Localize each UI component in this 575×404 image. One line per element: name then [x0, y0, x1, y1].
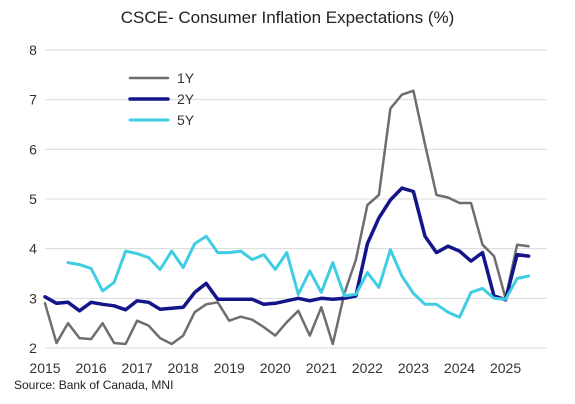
y-tick-label: 3: [29, 290, 37, 306]
x-tick-label: 2023: [398, 360, 429, 376]
x-tick-label: 2017: [122, 360, 153, 376]
x-tick-label: 2022: [352, 360, 383, 376]
series-line-1y: [43, 89, 530, 346]
series-line-5y: [66, 234, 531, 319]
x-tick-label: 2018: [168, 360, 199, 376]
y-tick-label: 2: [29, 340, 37, 356]
source-note: Source: Bank of Canada, MNI: [14, 378, 174, 392]
series-line-2y: [43, 186, 531, 313]
y-tick-label: 6: [29, 141, 37, 157]
chart-title: CSCE- Consumer Inflation Expectations (%…: [120, 8, 455, 27]
x-tick-label: 2015: [29, 360, 60, 376]
x-tick-label: 2016: [75, 360, 106, 376]
legend-label: 2Y: [177, 91, 195, 107]
x-tick-label: 2021: [306, 360, 337, 376]
y-tick-label: 4: [29, 241, 37, 257]
y-tick-label: 8: [29, 42, 37, 58]
x-tick-label: 2019: [214, 360, 245, 376]
x-tick-label: 2020: [260, 360, 291, 376]
y-tick-label: 5: [29, 191, 37, 207]
legend-label: 1Y: [177, 70, 195, 86]
x-tick-label: 2025: [490, 360, 521, 376]
x-tick-label: 2024: [444, 360, 475, 376]
legend-label: 5Y: [177, 112, 195, 128]
y-tick-label: 7: [29, 92, 37, 108]
